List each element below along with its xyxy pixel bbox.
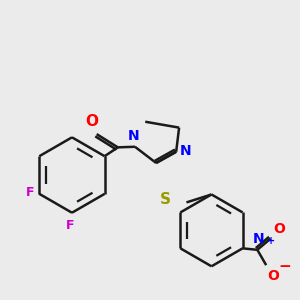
Text: +: + — [267, 236, 275, 246]
Text: −: − — [278, 259, 291, 274]
Text: O: O — [273, 222, 285, 236]
Text: N: N — [180, 144, 191, 158]
Text: O: O — [86, 114, 99, 129]
Text: N: N — [128, 129, 139, 143]
Text: F: F — [66, 219, 75, 232]
Text: N: N — [253, 232, 264, 246]
Text: O: O — [268, 269, 280, 283]
Text: S: S — [160, 192, 170, 207]
Text: F: F — [26, 186, 34, 199]
